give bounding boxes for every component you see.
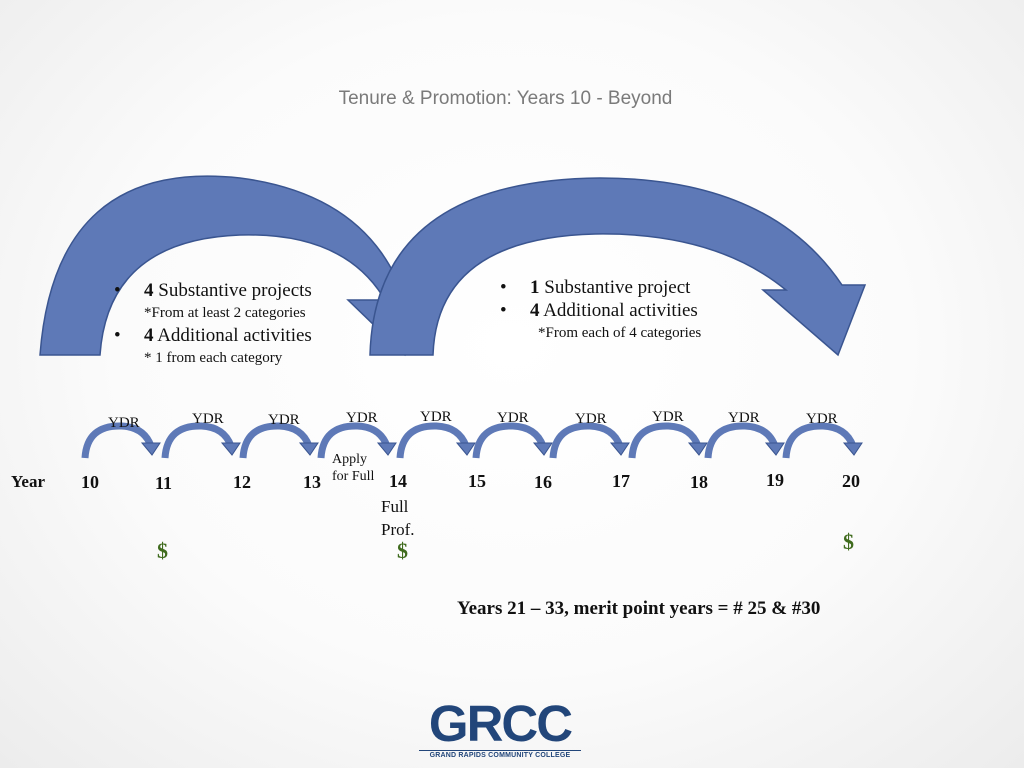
full-prof-line-1: Full bbox=[381, 497, 409, 516]
logo-tagline: GRAND RAPIDS COMMUNITY COLLEGE bbox=[419, 750, 581, 759]
logo-wordmark: GRCC bbox=[428, 695, 573, 752]
ydr-arrow bbox=[549, 422, 630, 459]
right-requirements: • 1 Substantive project • 4 Additional act… bbox=[500, 276, 701, 344]
merit-point-note: Years 21 – 33, merit point years = # 25 … bbox=[457, 598, 821, 619]
project-count: 4 bbox=[144, 280, 154, 301]
bullet-icon: • bbox=[500, 277, 507, 298]
activity-count: 4 bbox=[144, 325, 154, 346]
project-label: Substantive project bbox=[539, 277, 691, 298]
left-req-activities: • 4 Additional activities bbox=[114, 324, 312, 347]
activity-count: 4 bbox=[530, 300, 540, 321]
year-19: 19 bbox=[766, 470, 784, 490]
apply-line-2: for Full bbox=[332, 469, 375, 484]
grcc-logo: GRCC GRAND RAPIDS COMMUNITY COLLEGE bbox=[417, 698, 583, 759]
large-arrow-right bbox=[369, 177, 867, 357]
full-prof-label: Full Prof. bbox=[381, 495, 415, 541]
activity-label: Additional activities bbox=[539, 300, 698, 321]
bullet-icon: • bbox=[500, 300, 507, 321]
project-count: 1 bbox=[530, 277, 540, 298]
activity-label: Additional activities bbox=[153, 325, 312, 346]
right-req-activities: • 4 Additional activities bbox=[500, 299, 701, 322]
year-15: 15 bbox=[468, 471, 486, 491]
ydr-arrows bbox=[81, 422, 863, 459]
ydr-arrow bbox=[704, 422, 785, 459]
project-label: Substantive projects bbox=[153, 280, 312, 301]
ydr-label: YDR bbox=[420, 409, 452, 425]
ydr-arrow bbox=[396, 422, 476, 459]
year-10: 10 bbox=[81, 472, 99, 492]
year-14: 14 bbox=[389, 471, 407, 491]
left-requirements: • 4 Substantive projects *From at least 2… bbox=[114, 279, 312, 369]
left-req-projects: • 4 Substantive projects bbox=[114, 279, 312, 302]
ydr-label: YDR bbox=[497, 410, 529, 426]
ydr-label: YDR bbox=[268, 412, 300, 428]
ydr-label: YDR bbox=[346, 410, 378, 426]
dollar-icon-year-11: $ bbox=[157, 538, 168, 563]
left-req-activities-note: * 1 from each category bbox=[144, 350, 283, 366]
right-req-activities-note: *From each of 4 categories bbox=[538, 325, 702, 341]
ydr-label: YDR bbox=[192, 411, 224, 427]
year-18: 18 bbox=[690, 472, 708, 492]
year-13: 13 bbox=[303, 472, 321, 492]
year-label: Year bbox=[11, 472, 45, 491]
ydr-label: YDR bbox=[806, 411, 838, 427]
bullet-icon: • bbox=[114, 280, 121, 301]
apply-for-full-label: Apply for Full bbox=[332, 451, 374, 485]
ydr-arrow bbox=[317, 422, 397, 459]
dollar-icon-year-20: $ bbox=[843, 529, 854, 554]
ydr-label: YDR bbox=[652, 409, 684, 425]
year-20: 20 bbox=[842, 471, 860, 491]
ydr-arrow bbox=[81, 422, 161, 459]
year-17: 17 bbox=[612, 471, 630, 491]
slide-title: Tenure & Promotion: Years 10 - Beyond bbox=[338, 88, 673, 109]
year-11: 11 bbox=[155, 473, 173, 493]
right-req-project: • 1 Substantive project bbox=[500, 276, 701, 299]
ydr-label: YDR bbox=[575, 411, 607, 427]
ydr-arrow bbox=[239, 422, 319, 459]
ydr-label: YDR bbox=[108, 415, 140, 431]
ydr-arrow bbox=[472, 422, 553, 459]
year-12: 12 bbox=[233, 472, 251, 492]
ydr-arrow bbox=[161, 422, 241, 459]
ydr-arrow bbox=[628, 422, 708, 459]
year-16: 16 bbox=[534, 472, 552, 492]
ydr-label: YDR bbox=[728, 410, 760, 426]
ydr-arrow bbox=[782, 422, 863, 459]
dollar-icon-year-14: $ bbox=[397, 538, 408, 563]
bullet-icon: • bbox=[114, 325, 121, 346]
left-req-projects-note: *From at least 2 categories bbox=[144, 305, 306, 321]
full-prof-line-2: Prof. bbox=[381, 520, 415, 539]
apply-line-1: Apply bbox=[332, 452, 367, 467]
